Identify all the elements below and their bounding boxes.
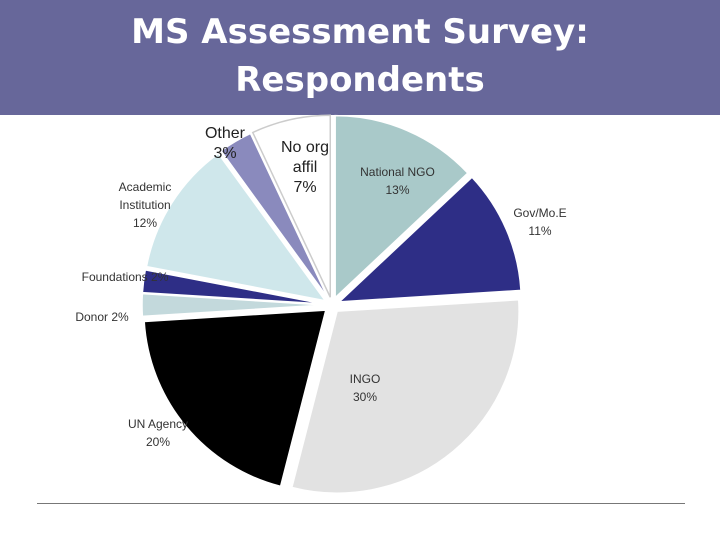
pie-slice	[337, 176, 522, 303]
footer-rule	[37, 503, 685, 504]
category-label: INGO	[349, 372, 381, 386]
pie-slice	[219, 132, 329, 299]
pie-slice	[290, 298, 520, 494]
value-label: 13%	[385, 183, 410, 197]
value-label: 12%	[132, 216, 158, 230]
category-label: No org affil	[280, 139, 330, 176]
category-label: Gov/Mo.E	[513, 206, 567, 220]
category-label: Academic Institution	[118, 180, 172, 212]
chart-title: MS Assessment Survey: Respondents	[131, 12, 589, 100]
category-label: Foundations	[81, 270, 148, 284]
value-label: 11%	[528, 224, 552, 238]
slice-label: Academic Institution 12%	[105, 178, 185, 232]
slice-label: No org affil 7%	[275, 138, 335, 198]
category-label: National NGO	[360, 165, 435, 179]
slice-label: Foundations 2%	[70, 268, 180, 286]
value-label: 20%	[145, 435, 171, 449]
slice-label: National NGO 13%	[350, 163, 445, 199]
title-band	[0, 0, 720, 115]
category-label: UN Agency	[127, 417, 189, 431]
category-label: Donor	[75, 310, 108, 324]
slice-label: Donor 2%	[62, 308, 142, 326]
value-label: 30%	[352, 390, 378, 404]
value-label: 7%	[293, 179, 317, 196]
pie-slice	[251, 114, 332, 298]
slice-label: INGO 30%	[330, 370, 400, 406]
value-label: 2%	[151, 270, 169, 284]
slice-label: UN Agency 20%	[118, 415, 198, 451]
category-label: Other	[204, 125, 245, 142]
value-label: 3%	[213, 145, 237, 162]
pie-slice	[334, 114, 469, 300]
slice-label: Other 3%	[195, 124, 255, 164]
pie-slice	[143, 309, 327, 488]
value-label: 2%	[111, 310, 129, 324]
pie-slice	[145, 152, 327, 302]
pie-slice	[141, 292, 325, 318]
slice-label: Gov/Mo.E 11%	[500, 204, 580, 240]
pie-slice	[141, 269, 325, 305]
